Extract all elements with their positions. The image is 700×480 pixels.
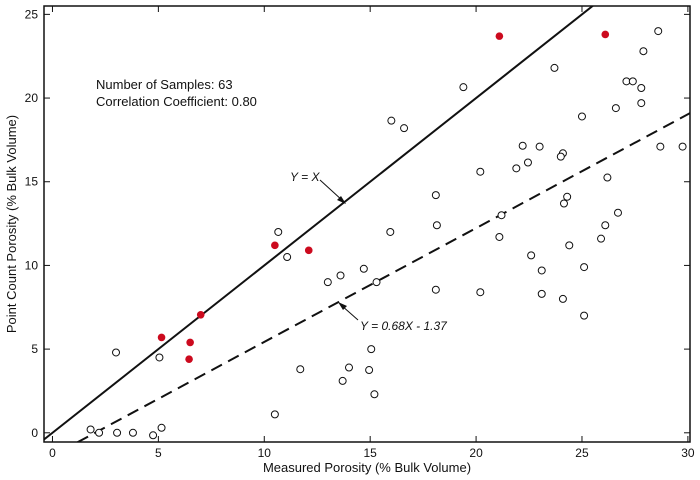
sample-point	[386, 227, 395, 236]
sample-point	[577, 112, 586, 121]
fit-line-1	[44, 6, 595, 441]
sample-point	[459, 83, 468, 92]
x-axis-label: Measured Porosity (% Bulk Volume)	[263, 460, 471, 475]
sample-point	[497, 211, 506, 220]
highlighted-point	[185, 355, 193, 363]
sample-point	[613, 208, 622, 217]
x-tick-label: 10	[258, 446, 272, 460]
sample-point	[565, 241, 574, 250]
highlighted-point	[196, 310, 205, 319]
highlighted-point	[186, 338, 194, 347]
sample-point	[537, 289, 546, 298]
axis-ticks: 0 5 10 15 20 25 30 0 5 10 15 20 25	[25, 6, 695, 460]
sample-point	[367, 345, 376, 354]
x-tick-label: 30	[681, 446, 695, 460]
sample-point	[601, 221, 610, 230]
sample-point	[274, 227, 283, 236]
sample-point	[95, 428, 104, 437]
line1-arrowhead	[337, 196, 346, 204]
x-tick-label: 20	[469, 446, 483, 460]
sample-point	[476, 288, 485, 297]
sample-point	[537, 266, 546, 275]
sample-point	[518, 141, 527, 150]
sample-point	[128, 428, 137, 437]
x-tick-label: 15	[363, 446, 377, 460]
sample-point	[149, 431, 158, 440]
sample-point	[270, 410, 279, 419]
sample-point	[611, 104, 620, 113]
x-tick-label: 25	[575, 446, 589, 460]
sample-point	[527, 251, 536, 260]
y-axis-label: Point Count Porosity (% Bulk Volume)	[4, 115, 19, 333]
sample-point	[86, 425, 95, 434]
sample-point	[365, 366, 374, 375]
sample-point	[400, 124, 409, 133]
y-tick-label: 10	[25, 258, 39, 272]
y-tick-label: 15	[25, 175, 39, 189]
sample-point	[512, 164, 521, 173]
sample-point	[656, 142, 665, 151]
sample-point	[603, 173, 612, 182]
sample-point	[387, 116, 396, 125]
correlation-annotation: Correlation Coefficient: 0.80	[96, 94, 257, 109]
sample-point	[495, 232, 504, 241]
sample-point	[344, 363, 353, 372]
sample-point	[654, 27, 663, 36]
sample-point	[558, 294, 567, 303]
highlighted-point	[304, 246, 313, 255]
highlighted-point	[601, 30, 610, 39]
samples-annotation: Number of Samples: 63	[96, 77, 233, 92]
sample-point	[155, 353, 164, 362]
sample-point	[113, 428, 122, 437]
sample-point	[336, 271, 345, 280]
sample-point	[628, 77, 637, 86]
sample-point	[283, 253, 292, 262]
sample-point	[112, 348, 121, 357]
plot-marks	[44, 6, 690, 442]
sample-point	[431, 285, 440, 294]
y-tick-label: 25	[25, 7, 39, 21]
sample-point	[637, 99, 646, 108]
sample-point	[559, 199, 568, 208]
fit-line-2	[75, 112, 690, 442]
line2-arrowhead	[338, 302, 347, 310]
sample-point	[597, 234, 606, 243]
sample-point	[639, 47, 648, 56]
sample-point	[556, 152, 565, 161]
sample-point	[523, 158, 532, 167]
y-tick-label: 0	[31, 426, 38, 440]
x-tick-label: 0	[49, 446, 56, 460]
sample-point	[432, 221, 441, 230]
highlighted-point	[157, 333, 166, 342]
y-tick-label: 5	[31, 342, 38, 356]
highlighted-point	[271, 241, 279, 250]
sample-point	[476, 167, 485, 176]
sample-point	[157, 423, 166, 432]
sample-point	[550, 63, 559, 72]
sample-point	[637, 84, 646, 93]
sample-point	[323, 278, 332, 287]
line1-arrow	[319, 179, 344, 202]
sample-point	[370, 390, 379, 399]
line1-label: Y = X	[290, 170, 320, 184]
sample-point	[359, 264, 368, 273]
sample-point	[580, 263, 589, 272]
plot-frame	[43, 5, 691, 443]
highlighted-point	[495, 32, 504, 40]
sample-point	[678, 142, 687, 151]
sample-point	[535, 142, 544, 151]
y-tick-label: 20	[25, 91, 39, 105]
x-tick-label: 5	[155, 446, 162, 460]
line2-label: Y = 0.68X - 1.37	[360, 319, 448, 333]
sample-point	[580, 311, 589, 320]
sample-point	[372, 278, 381, 287]
sample-point	[296, 365, 305, 374]
sample-point	[563, 192, 572, 201]
sample-point	[338, 376, 347, 385]
sample-point	[431, 191, 440, 200]
